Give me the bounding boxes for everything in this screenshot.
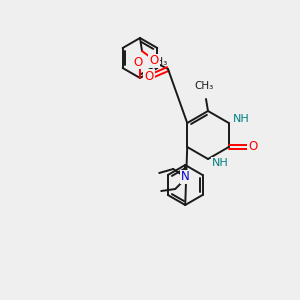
Text: O: O xyxy=(149,55,159,68)
Text: O: O xyxy=(144,70,154,83)
Text: CH₃: CH₃ xyxy=(148,57,167,67)
Text: CH₃: CH₃ xyxy=(194,81,214,91)
Text: NH: NH xyxy=(232,114,249,124)
Text: N: N xyxy=(181,170,190,184)
Text: NH: NH xyxy=(212,158,228,168)
Text: O: O xyxy=(134,56,142,68)
Text: O: O xyxy=(248,140,257,154)
